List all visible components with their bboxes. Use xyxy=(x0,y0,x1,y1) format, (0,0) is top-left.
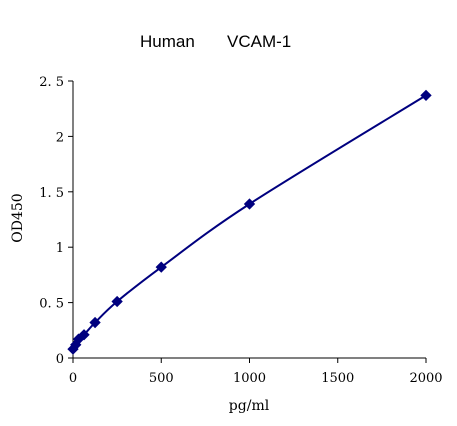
y-tick-label: 0 xyxy=(56,352,64,367)
axes xyxy=(68,80,427,363)
data-point xyxy=(243,198,256,210)
x-tick-label: 0 xyxy=(69,371,77,386)
y-tick-label: 2. 5 xyxy=(39,75,64,90)
data-point xyxy=(420,89,432,102)
y-tick-label: 0. 5 xyxy=(39,297,64,312)
chart-title-right: VCAM-1 xyxy=(227,32,291,51)
x-tick-label: 1500 xyxy=(321,371,354,386)
x-axis-label: pg/ml xyxy=(229,398,270,414)
x-tick-label: 1000 xyxy=(233,371,266,386)
x-tick-label: 500 xyxy=(149,371,174,386)
y-tick-label: 1 xyxy=(56,241,64,256)
y-tick-label: 2 xyxy=(56,130,64,145)
tick-labels: 0 0. 5 1 1. 5 2 2. 5 0 500 1000 1500 2000 xyxy=(39,75,442,386)
y-axis-label: OD450 xyxy=(10,193,26,242)
data-point xyxy=(155,261,167,273)
y-tick-label: 1. 5 xyxy=(39,186,64,201)
fit-curve xyxy=(72,94,427,350)
data-markers xyxy=(67,89,432,355)
chart-title-left: Human xyxy=(140,32,195,51)
x-tick-label: 2000 xyxy=(409,371,442,386)
